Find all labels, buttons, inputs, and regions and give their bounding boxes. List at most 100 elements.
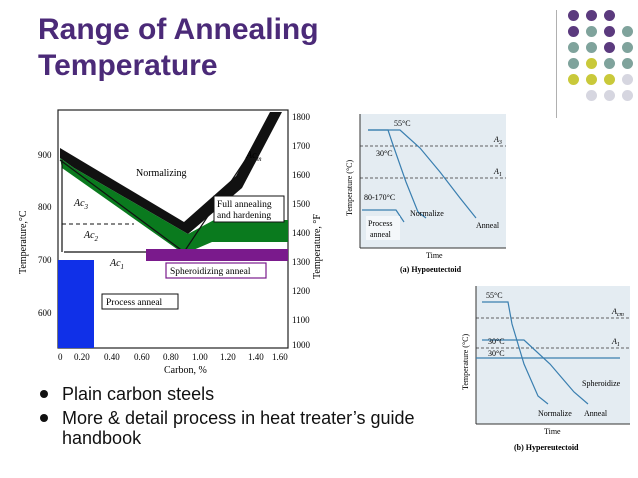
decorative-dot [586, 26, 597, 37]
hypo-a3-label-sub: 3 [498, 140, 502, 146]
decorative-dot [568, 58, 579, 69]
decorative-dot [586, 42, 597, 53]
decorative-dot [568, 74, 579, 85]
label-full-annealing-2: and hardening [217, 211, 271, 221]
bullet-text: More & detail process in heat treater’s … [62, 408, 415, 448]
f-tick: 1200 [292, 286, 311, 296]
celsius-axis: 900 800 700 600 [38, 150, 52, 318]
hyper-spheroidize-label: Spheroidize [582, 379, 621, 388]
hyper-anneal-label: Anneal [584, 409, 608, 418]
c-tick: 800 [38, 202, 52, 212]
hyper-acm-label: Acm [611, 307, 625, 318]
hyper-delta-top: 55°C [486, 291, 503, 300]
label-ac1-sub: 1 [121, 263, 125, 271]
hypo-delta-low: 80-170°C [364, 193, 395, 202]
x-tick: 1.40 [248, 352, 264, 362]
hypo-delta-top: 55°C [394, 119, 411, 128]
hypo-x-axis-label: Time [426, 251, 443, 260]
f-tick: 1500 [292, 199, 311, 209]
label-process-anneal: Process anneal [106, 298, 163, 308]
hyper-delta-mid2: 30°C [488, 349, 505, 358]
x-tick: 0.20 [74, 352, 90, 362]
hypo-anneal-curve [368, 129, 477, 219]
decorative-dot [622, 42, 633, 53]
hyper-acm-label-main: A [611, 307, 617, 316]
y-axis-label-fahrenheit: Temperature, °F [312, 214, 323, 279]
spheroidizing-label-box [165, 262, 267, 279]
hypo-process-box [366, 216, 400, 240]
hypereutectoid-diagram: 55°C 30°C 30°C Acm A1 Spheroidize Normal… [461, 286, 630, 452]
label-spheroidizing: Spheroidizing anneal [170, 267, 251, 277]
decorative-dot [622, 90, 633, 101]
hyper-caption: (b) Hypereutectoid [514, 443, 579, 452]
hypo-a3-label-main: A [493, 135, 499, 144]
label-ac3-sub: 3 [84, 203, 89, 211]
hyper-plot-area [476, 286, 630, 424]
decorative-dot [622, 26, 633, 37]
y-axis-label-celsius: Temperature,°C [18, 210, 29, 274]
decorative-dot [586, 10, 597, 21]
hypo-process-label-1: Process [368, 219, 392, 228]
decorative-dot [604, 90, 615, 101]
process-anneal-block [58, 260, 94, 348]
hypo-a1-label: A1 [493, 167, 502, 178]
hyper-normalize-label: Normalize [538, 409, 572, 418]
x-tick: 0.40 [104, 352, 120, 362]
x-tick: 0 [58, 352, 63, 362]
decorative-dot-grid [556, 10, 636, 120]
f-tick: 1700 [292, 141, 311, 151]
decorative-dot [604, 26, 615, 37]
bullet-item: Plain carbon steels [38, 384, 458, 404]
x-tick: 1.60 [272, 352, 288, 362]
decorative-dot [604, 10, 615, 21]
x-axis-label: Carbon, % [164, 365, 207, 376]
hypo-process-curve [362, 209, 405, 223]
x-tick: 0.60 [134, 352, 150, 362]
c-tick: 600 [38, 308, 52, 318]
decorative-dot [568, 10, 579, 21]
label-ac1-main: Ac [109, 258, 121, 269]
hypo-a1-label-main: A [493, 167, 499, 176]
hypo-normalize-label: Normalize [410, 209, 444, 218]
label-ac2-main: Ac [83, 230, 95, 241]
x-tick: 0.80 [163, 352, 179, 362]
decorative-dot [568, 42, 579, 53]
bullet-dot [40, 414, 48, 422]
label-full-annealing-1: Full annealing [217, 200, 272, 210]
f-tick: 1100 [292, 315, 310, 325]
hypo-anneal-label: Anneal [476, 221, 500, 230]
f-tick: 1400 [292, 228, 311, 238]
carbon-axis: 0 0.20 0.40 0.60 0.80 1.00 1.20 1.40 1.6… [58, 352, 288, 362]
hypoeutectoid-diagram: 55°C 30°C 80-170°C A3 A1 Normalize Annea… [345, 114, 506, 274]
label-ac2: Ac2 [83, 230, 99, 243]
slide-title: Range of Annealing Temperature [38, 12, 398, 84]
decorative-dot [604, 74, 615, 85]
hyper-acm-label-sub: cm [617, 312, 625, 318]
process-anneal-label-box [101, 293, 179, 310]
hypo-delta-mid: 30°C [376, 149, 393, 158]
hyper-anneal-curve [482, 339, 589, 405]
hypo-process-label-2: anneal [370, 230, 392, 239]
decorative-dot [604, 42, 615, 53]
bullet-item: More & detail process in heat treater’s … [38, 408, 458, 448]
decorative-divider [556, 10, 557, 118]
hyper-normalize-curve [482, 301, 549, 405]
hyper-y-axis-label: Temperature (°C) [461, 333, 470, 390]
slide-title-line1: Range of Annealing [38, 13, 319, 46]
hypo-y-axis-label: Temperature (°C) [345, 159, 354, 216]
acm-line [183, 113, 277, 253]
hypo-a3-label: A3 [493, 135, 502, 146]
label-acm-main: Ac [245, 150, 257, 161]
label-ac3: Ac3 [73, 198, 89, 211]
decorative-dot [586, 74, 597, 85]
f-tick: 1800 [292, 112, 311, 122]
ac3-line [59, 159, 185, 253]
hyper-delta-mid1: 30°C [488, 337, 505, 346]
hyper-x-axis-label: Time [544, 427, 561, 436]
slide-title-line2: Temperature [38, 49, 218, 82]
full-annealing-label-box [213, 195, 285, 223]
label-acm: Acm [245, 150, 262, 163]
label-ac1: Ac1 [109, 258, 124, 271]
bullet-dot [40, 390, 48, 398]
decorative-dot [568, 26, 579, 37]
